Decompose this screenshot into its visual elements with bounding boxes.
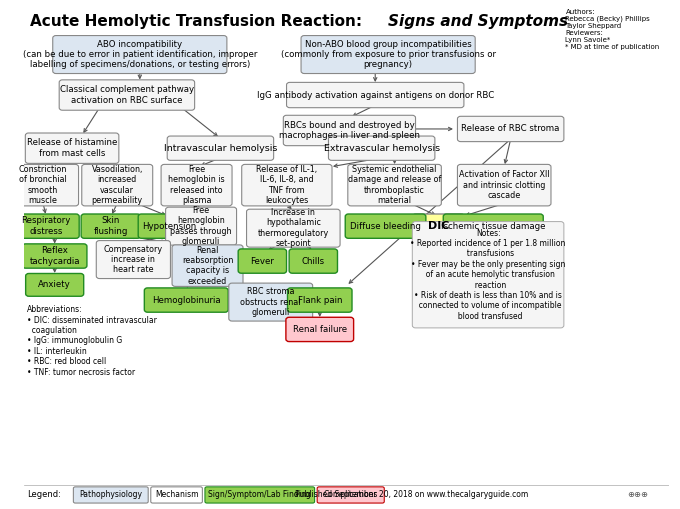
Text: Authors:
Rebecca (Becky) Phillips
Taylor Sheppard
Reviewers:
Lynn Savoie*
* MD a: Authors: Rebecca (Becky) Phillips Taylor… [566, 9, 660, 50]
Text: Renal failure: Renal failure [292, 325, 347, 334]
Text: Complications: Complications [324, 491, 378, 499]
Text: Systemic endothelial
damage and release of
thromboplastic
material: Systemic endothelial damage and release … [348, 165, 441, 205]
Text: Hemoglobinuria: Hemoglobinuria [152, 296, 220, 304]
FancyBboxPatch shape [144, 288, 228, 312]
FancyBboxPatch shape [166, 207, 237, 245]
FancyBboxPatch shape [81, 214, 141, 238]
Text: Chills: Chills [302, 257, 325, 266]
Text: Activation of Factor XII
and intrinsic clotting
cascade: Activation of Factor XII and intrinsic c… [459, 170, 549, 200]
FancyBboxPatch shape [284, 116, 415, 146]
Text: ⊕⊕⊕: ⊕⊕⊕ [627, 491, 648, 499]
FancyBboxPatch shape [167, 136, 273, 160]
Text: Abbreviations:
• DIC: disseminated intravascular
  coagulation
• IgG: immunoglob: Abbreviations: • DIC: disseminated intra… [27, 305, 157, 377]
Text: Diffuse bleeding: Diffuse bleeding [350, 221, 421, 231]
FancyBboxPatch shape [25, 133, 119, 163]
Text: Mechanism: Mechanism [155, 491, 199, 499]
FancyBboxPatch shape [289, 249, 337, 273]
FancyBboxPatch shape [458, 116, 564, 142]
Text: Renal
reabsorption
capacity is
exceeded: Renal reabsorption capacity is exceeded [182, 245, 233, 286]
Text: Classical complement pathway
activation on RBC surface: Classical complement pathway activation … [60, 86, 194, 105]
FancyBboxPatch shape [241, 164, 332, 206]
Text: Sign/Symptom/Lab Finding: Sign/Symptom/Lab Finding [208, 491, 311, 499]
FancyBboxPatch shape [138, 214, 199, 238]
FancyBboxPatch shape [205, 487, 315, 503]
Text: Release of IL-1,
IL-6, IL-8, and
TNF from
leukocytes: Release of IL-1, IL-6, IL-8, and TNF fro… [256, 165, 318, 205]
FancyBboxPatch shape [161, 164, 232, 206]
FancyBboxPatch shape [7, 164, 78, 206]
Text: IgG antibody activation against antigens on donor RBC: IgG antibody activation against antigens… [256, 91, 494, 100]
Text: Reflex
tachycardia: Reflex tachycardia [29, 246, 80, 266]
FancyBboxPatch shape [14, 214, 79, 238]
Text: Anxiety: Anxiety [38, 280, 71, 290]
FancyBboxPatch shape [286, 317, 354, 342]
FancyBboxPatch shape [288, 288, 352, 312]
Text: Constriction
of bronchial
smooth
muscle: Constriction of bronchial smooth muscle [19, 165, 67, 205]
Text: DIC: DIC [428, 221, 449, 231]
Text: Published September 20, 2018 on www.thecalgaryguide.com: Published September 20, 2018 on www.thec… [294, 491, 528, 499]
FancyBboxPatch shape [26, 273, 84, 296]
FancyBboxPatch shape [443, 214, 543, 238]
Text: Skin
flushing: Skin flushing [94, 216, 128, 236]
Text: RBCs bound and destroyed by
macrophages in liver and spleen: RBCs bound and destroyed by macrophages … [279, 121, 420, 140]
Text: Non-ABO blood group incompatibilities
(commonly from exposure to prior transfusi: Non-ABO blood group incompatibilities (c… [281, 40, 496, 69]
FancyBboxPatch shape [22, 244, 87, 268]
Text: Hypotension: Hypotension [141, 221, 196, 231]
FancyBboxPatch shape [238, 249, 286, 273]
Text: Acute Hemolytic Transfusion Reaction:: Acute Hemolytic Transfusion Reaction: [30, 14, 368, 29]
FancyBboxPatch shape [345, 214, 426, 238]
Text: Legend:: Legend: [27, 491, 61, 499]
Text: Extravascular hemolysis: Extravascular hemolysis [324, 144, 440, 153]
Text: RBC stroma
obstructs renal
glomeruli: RBC stroma obstructs renal glomeruli [241, 287, 301, 317]
FancyBboxPatch shape [247, 209, 340, 247]
Text: Vasodilation,
increased
vascular
permeability: Vasodilation, increased vascular permeab… [92, 165, 143, 205]
FancyBboxPatch shape [413, 214, 464, 238]
Text: ABO incompatibility
(can be due to error in patient identification, improper
lab: ABO incompatibility (can be due to error… [22, 40, 257, 69]
Text: Intravascular hemolysis: Intravascular hemolysis [164, 144, 277, 153]
FancyBboxPatch shape [317, 487, 384, 503]
FancyBboxPatch shape [53, 36, 227, 73]
FancyBboxPatch shape [82, 164, 153, 206]
Text: Flank pain: Flank pain [298, 296, 342, 304]
FancyBboxPatch shape [328, 136, 435, 160]
FancyBboxPatch shape [458, 164, 551, 206]
FancyBboxPatch shape [412, 221, 564, 328]
FancyBboxPatch shape [97, 241, 171, 278]
FancyBboxPatch shape [172, 245, 243, 287]
Text: Release of histamine
from mast cells: Release of histamine from mast cells [27, 138, 117, 158]
FancyBboxPatch shape [286, 82, 464, 108]
Text: Ischemic tissue damage: Ischemic tissue damage [441, 221, 545, 231]
Text: Compensatory
increase in
heart rate: Compensatory increase in heart rate [104, 245, 163, 274]
FancyBboxPatch shape [228, 283, 313, 321]
Text: Pathophysiology: Pathophysiology [80, 491, 142, 499]
Text: Free
hemoglobin is
released into
plasma: Free hemoglobin is released into plasma [168, 165, 225, 205]
Text: Respiratory
distress: Respiratory distress [22, 216, 71, 236]
FancyBboxPatch shape [59, 80, 194, 110]
FancyBboxPatch shape [301, 36, 475, 73]
Text: Fever: Fever [250, 257, 274, 266]
Text: Release of RBC stroma: Release of RBC stroma [462, 125, 560, 133]
FancyBboxPatch shape [151, 487, 203, 503]
Text: Notes:
• Reported incidence of 1 per 1.8 million
  transfusions
• Fever may be t: Notes: • Reported incidence of 1 per 1.8… [411, 229, 566, 321]
Text: Free
hemoglobin
passes through
glomeruli: Free hemoglobin passes through glomeruli [170, 206, 232, 246]
Text: Increase in
hypothalamic
thermoregulatory
set-point: Increase in hypothalamic thermoregulator… [258, 208, 329, 248]
FancyBboxPatch shape [347, 164, 441, 206]
Text: Signs and Symptoms: Signs and Symptoms [388, 14, 568, 29]
FancyBboxPatch shape [73, 487, 148, 503]
